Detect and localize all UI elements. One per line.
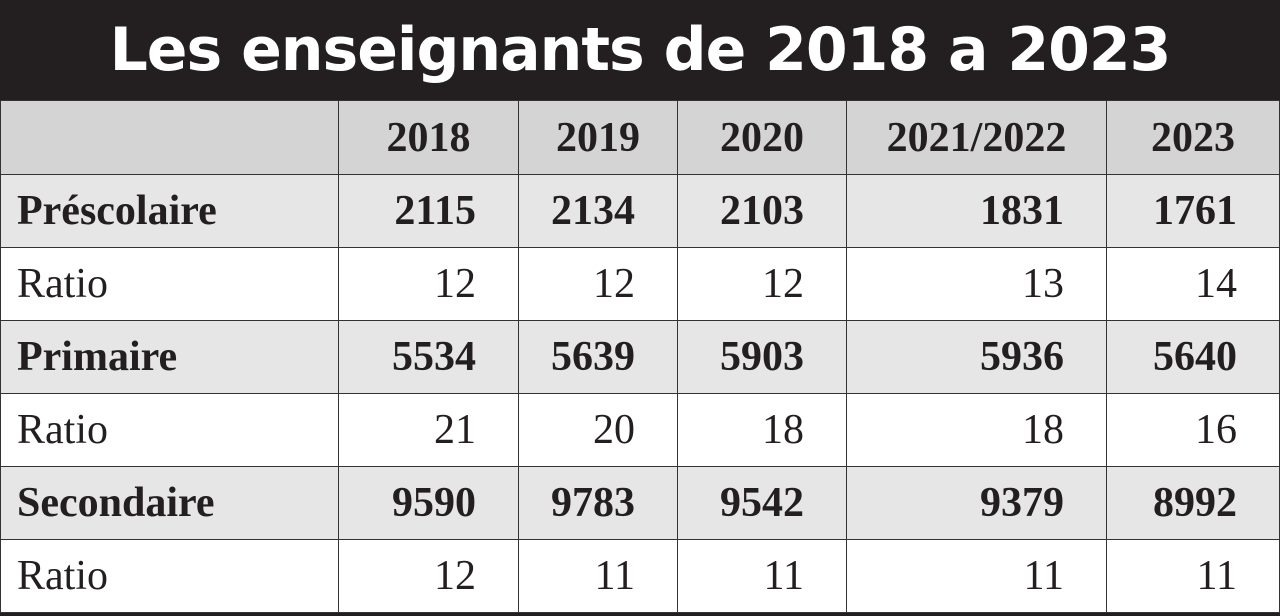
column-header: 2020 <box>677 100 847 175</box>
table-cell: 20 <box>518 393 678 467</box>
table-cell: 12 <box>677 247 847 321</box>
table-cell: 1831 <box>846 174 1107 248</box>
table-cell: 8992 <box>1106 466 1280 540</box>
table-cell: 5903 <box>677 320 847 394</box>
ratio-row: Ratio 21 20 18 18 16 <box>0 393 1280 467</box>
column-header: 2023 <box>1106 100 1280 175</box>
table-cell: 12 <box>518 247 678 321</box>
table-cell: 9542 <box>677 466 847 540</box>
row-label: Primaire <box>0 320 339 394</box>
column-header: 2019 <box>518 100 678 175</box>
table-cell: 5639 <box>518 320 678 394</box>
table-cell: 5534 <box>338 320 519 394</box>
category-row: Primaire 5534 5639 5903 5936 5640 <box>0 320 1280 394</box>
teachers-table: 2018 2019 2020 2021/2022 2023 Préscolaire 211… <box>0 100 1280 613</box>
table-cell: 18 <box>677 393 847 467</box>
header-row: 2018 2019 2020 2021/2022 2023 <box>0 100 1280 175</box>
table-cell: 5936 <box>846 320 1107 394</box>
table-cell: 12 <box>338 247 519 321</box>
column-header: 2018 <box>338 100 519 175</box>
table-cell: 12 <box>338 539 519 613</box>
table-cell: 14 <box>1106 247 1280 321</box>
row-label: Secondaire <box>0 466 339 540</box>
row-label: Ratio <box>0 393 339 467</box>
table-cell: 1761 <box>1106 174 1280 248</box>
table-cell: 16 <box>1106 393 1280 467</box>
ratio-row: Ratio 12 12 12 13 14 <box>0 247 1280 321</box>
table-cell: 11 <box>518 539 678 613</box>
table-cell: 9783 <box>518 466 678 540</box>
table-cell: 18 <box>846 393 1107 467</box>
row-label: Préscolaire <box>0 174 339 248</box>
header-corner <box>0 100 339 175</box>
row-label: Ratio <box>0 247 339 321</box>
table-cell: 2115 <box>338 174 519 248</box>
category-row: Préscolaire 2115 2134 2103 1831 1761 <box>0 174 1280 248</box>
table-cell: 9379 <box>846 466 1107 540</box>
table-cell: 11 <box>1106 539 1280 613</box>
table-cell: 21 <box>338 393 519 467</box>
table-cell: 11 <box>677 539 847 613</box>
column-header: 2021/2022 <box>846 100 1107 175</box>
ratio-row: Ratio 12 11 11 11 11 <box>0 539 1280 613</box>
table-cell: 2103 <box>677 174 847 248</box>
table-title: Les enseignants de 2018 a 2023 <box>0 0 1280 100</box>
table-cell: 11 <box>846 539 1107 613</box>
table-cell: 13 <box>846 247 1107 321</box>
table-cell: 9590 <box>338 466 519 540</box>
table-cell: 2134 <box>518 174 678 248</box>
table-cell: 5640 <box>1106 320 1280 394</box>
row-label: Ratio <box>0 539 339 613</box>
category-row: Secondaire 9590 9783 9542 9379 8992 <box>0 466 1280 540</box>
